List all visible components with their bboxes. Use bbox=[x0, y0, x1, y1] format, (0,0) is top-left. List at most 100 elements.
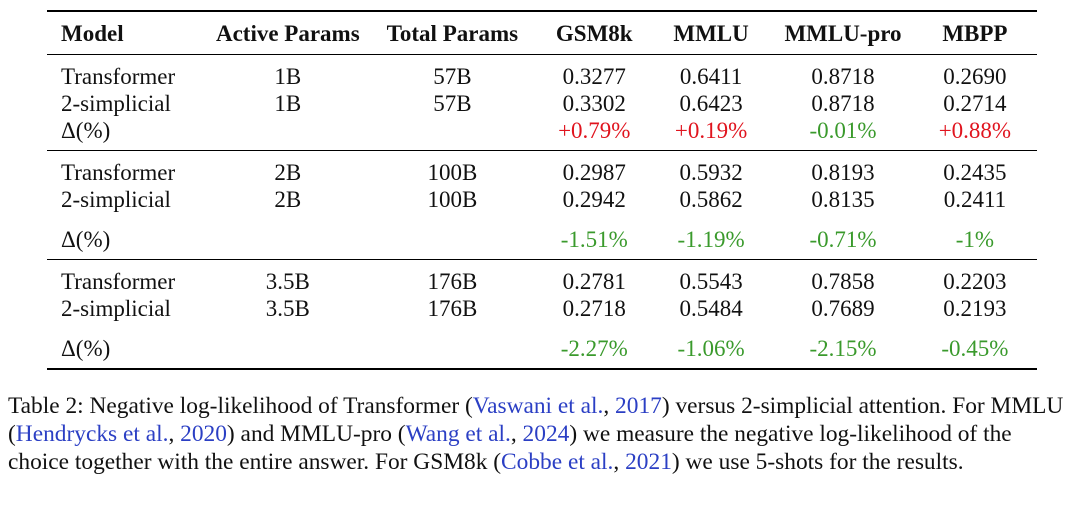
citation-link-vaswani[interactable]: Vaswani et al. bbox=[472, 393, 604, 419]
cell-empty bbox=[365, 322, 540, 370]
citation-link-hendrycks[interactable]: Hendrycks et al. bbox=[15, 421, 169, 447]
cell-mmlu-pro: 0.8718 bbox=[811, 91, 875, 116]
delta-mmlu-pro: -0.01% bbox=[809, 118, 877, 143]
delta-mbpp: -1% bbox=[955, 227, 995, 252]
caption-text: ) we measure the negative log-likelihood… bbox=[8, 421, 1012, 475]
delta-row: Δ(%) +0.79% +0.19% -0.01% +0.88% bbox=[47, 117, 1037, 151]
citation-year-link[interactable]: 2021 bbox=[625, 449, 672, 475]
caption-text: Table 2: Negative log-likelihood of Tran… bbox=[8, 393, 473, 419]
results-table: Model Active Params Total Params GSM8k M… bbox=[47, 10, 1037, 370]
citation-year-link[interactable]: 2024 bbox=[522, 421, 570, 447]
caption-text: , bbox=[603, 393, 616, 419]
header-total-params: Total Params bbox=[365, 10, 540, 55]
table-row: Transformer 1B 57B 0.3277 0.6411 0.8718 … bbox=[47, 54, 1037, 90]
delta-label: Δ(%) bbox=[61, 118, 111, 143]
cell-empty bbox=[210, 117, 365, 151]
cell-mmlu-pro: 0.8718 bbox=[773, 54, 913, 90]
cell-empty bbox=[210, 322, 366, 370]
table-row: 2-simplicial 3.5B 176B 0.2718 0.5484 0.7… bbox=[47, 295, 1037, 322]
cell-mbpp: 0.2435 bbox=[912, 150, 1037, 186]
delta-mmlu-pro: -0.71% bbox=[809, 227, 877, 252]
cell-gsm8k: 0.2718 bbox=[562, 296, 626, 321]
cell-model: Transformer bbox=[47, 259, 211, 295]
caption-text: ) we use 5-shots for the results. bbox=[671, 449, 964, 475]
header-model: Model bbox=[47, 10, 211, 55]
cell-empty bbox=[365, 117, 539, 151]
delta-label: Δ(%) bbox=[61, 227, 111, 252]
results-table-container: Model Active Params Total Params GSM8k M… bbox=[47, 10, 1037, 370]
cell-mmlu: 0.6411 bbox=[648, 54, 774, 90]
cell-gsm8k: 0.2987 bbox=[539, 150, 649, 186]
cell-active-params: 1B bbox=[274, 91, 302, 116]
cell-total-params: 57B bbox=[365, 54, 540, 90]
cell-mbpp: 0.2690 bbox=[912, 54, 1037, 90]
cell-empty bbox=[210, 213, 365, 260]
delta-mbpp: +0.88% bbox=[938, 118, 1012, 143]
cell-empty bbox=[365, 213, 539, 260]
table-row: 2-simplicial 2B 100B 0.2942 0.5862 0.813… bbox=[47, 186, 1037, 213]
cell-active-params: 2B bbox=[210, 150, 366, 186]
cell-mbpp: 0.2714 bbox=[943, 91, 1007, 116]
cell-mmlu: 0.5862 bbox=[679, 187, 743, 212]
delta-mmlu: -1.06% bbox=[648, 322, 774, 370]
cell-mmlu: 0.5543 bbox=[648, 259, 774, 295]
cell-total-params: 176B bbox=[365, 259, 540, 295]
cell-model: Transformer bbox=[47, 150, 211, 186]
caption-text: , bbox=[168, 421, 181, 447]
cell-active-params: 2B bbox=[274, 187, 302, 212]
cell-mmlu: 0.6423 bbox=[679, 91, 743, 116]
table-row: Transformer 2B 100B 0.2987 0.5932 0.8193… bbox=[47, 150, 1037, 186]
cell-active-params: 1B bbox=[210, 54, 366, 90]
cell-mmlu-pro: 0.8135 bbox=[811, 187, 875, 212]
cell-model: 2-simplicial bbox=[61, 296, 171, 321]
cell-model: 2-simplicial bbox=[61, 187, 171, 212]
cell-total-params: 176B bbox=[427, 296, 478, 321]
delta-mmlu-pro: -2.15% bbox=[773, 322, 913, 370]
cell-total-params: 100B bbox=[365, 150, 540, 186]
header-gsm8k: GSM8k bbox=[539, 10, 649, 55]
delta-mbpp: -0.45% bbox=[912, 322, 1037, 370]
table-header-row: Model Active Params Total Params GSM8k M… bbox=[47, 10, 1037, 55]
cell-mbpp: 0.2411 bbox=[943, 187, 1007, 212]
caption-text: ) versus 2-simplicial attention. For MML… bbox=[8, 393, 1064, 447]
cell-mmlu: 0.5484 bbox=[679, 296, 743, 321]
caption-text: , bbox=[613, 449, 626, 475]
cell-model: 2-simplicial bbox=[61, 91, 171, 116]
delta-label: Δ(%) bbox=[47, 322, 211, 370]
citation-year-link[interactable]: 2017 bbox=[615, 393, 662, 419]
cell-mmlu: 0.5932 bbox=[648, 150, 774, 186]
citation-link-cobbe[interactable]: Cobbe et al. bbox=[501, 449, 614, 475]
delta-mmlu: +0.19% bbox=[674, 118, 748, 143]
cell-mmlu-pro: 0.7689 bbox=[811, 296, 875, 321]
cell-active-params: 3.5B bbox=[265, 296, 310, 321]
cell-mbpp: 0.2193 bbox=[943, 296, 1007, 321]
delta-gsm8k: +0.79% bbox=[558, 118, 631, 143]
cell-total-params: 100B bbox=[427, 187, 478, 212]
caption-text: , bbox=[510, 421, 523, 447]
header-mbpp: MBPP bbox=[912, 10, 1037, 55]
cell-total-params: 57B bbox=[433, 91, 472, 116]
header-mmlu-pro: MMLU-pro bbox=[773, 10, 913, 55]
table-caption: Table 2: Negative log-likelihood of Tran… bbox=[8, 392, 1074, 476]
header-active-params: Active Params bbox=[210, 10, 366, 55]
delta-row: Δ(%) -1.51% -1.19% -0.71% -1% bbox=[47, 213, 1037, 260]
delta-gsm8k: -2.27% bbox=[539, 322, 649, 370]
citation-link-wang[interactable]: Wang et al. bbox=[405, 421, 511, 447]
cell-gsm8k: 0.2781 bbox=[539, 259, 649, 295]
delta-gsm8k: -1.51% bbox=[560, 227, 628, 252]
cell-gsm8k: 0.3277 bbox=[539, 54, 649, 90]
table-row: Transformer 3.5B 176B 0.2781 0.5543 0.78… bbox=[47, 259, 1037, 295]
delta-mmlu: -1.19% bbox=[677, 227, 745, 252]
cell-mbpp: 0.2203 bbox=[912, 259, 1037, 295]
header-mmlu: MMLU bbox=[648, 10, 774, 55]
cell-active-params: 3.5B bbox=[210, 259, 366, 295]
cell-gsm8k: 0.2942 bbox=[562, 187, 626, 212]
citation-year-link[interactable]: 2020 bbox=[180, 421, 227, 447]
table-row: 2-simplicial 1B 57B 0.3302 0.6423 0.8718… bbox=[47, 90, 1037, 117]
cell-mmlu-pro: 0.8193 bbox=[773, 150, 913, 186]
cell-gsm8k: 0.3302 bbox=[562, 91, 626, 116]
caption-text: ) and MMLU-pro ( bbox=[226, 421, 406, 447]
cell-model: Transformer bbox=[47, 54, 211, 90]
delta-row: Δ(%) -2.27% -1.06% -2.15% -0.45% bbox=[47, 322, 1037, 370]
cell-mmlu-pro: 0.7858 bbox=[773, 259, 913, 295]
